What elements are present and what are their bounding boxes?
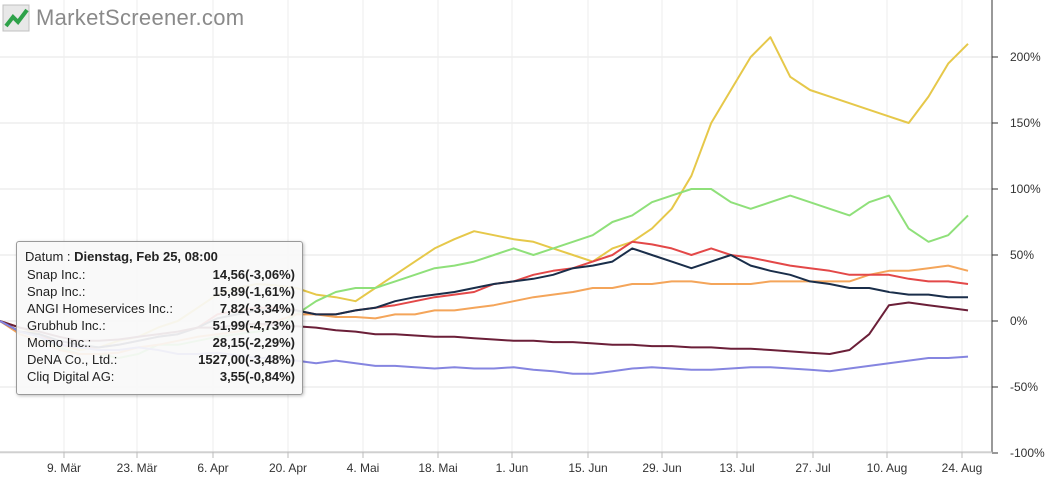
- chart-tooltip: Datum : Dienstag, Feb 25, 08:00 Snap Inc…: [16, 241, 303, 395]
- tooltip-row: Snap Inc.: 14,56(-3,06%): [27, 267, 295, 284]
- tooltip-row-name: DeNA Co., Ltd.:: [27, 352, 118, 367]
- y-tick-label: -50%: [1010, 380, 1038, 394]
- y-tick-label: 200%: [1010, 50, 1041, 64]
- tooltip-row: Momo Inc.: 28,15(-2,29%): [27, 335, 295, 352]
- x-tick-label: 23. Mär: [117, 461, 158, 475]
- tooltip-row-name: Snap Inc.:: [27, 267, 86, 282]
- y-tick-label: -100%: [1010, 446, 1045, 460]
- tooltip-row-name: Cliq Digital AG:: [27, 369, 115, 384]
- tooltip-row-value: 1527,00(-3,48%): [198, 352, 295, 367]
- x-tick-label: 10. Aug: [867, 461, 908, 475]
- x-tick-label: 6. Apr: [197, 461, 228, 475]
- y-tick-label: 100%: [1010, 182, 1041, 196]
- x-tick-label: 20. Apr: [269, 461, 307, 475]
- y-tick-label: 150%: [1010, 116, 1041, 130]
- x-tick-label: 1. Jun: [496, 461, 529, 475]
- y-tick-label: 50%: [1010, 248, 1034, 262]
- logo[interactable]: MarketScreener.com: [2, 4, 244, 32]
- x-tick-label: 15. Jun: [568, 461, 607, 475]
- x-tick-label: 9. Mär: [47, 461, 81, 475]
- x-tick-label: 4. Mai: [347, 461, 380, 475]
- x-tick-label: 13. Jul: [719, 461, 754, 475]
- x-tick-label: 29. Jun: [642, 461, 681, 475]
- tooltip-row-name: Momo Inc.:: [27, 335, 92, 350]
- tooltip-date-line: Datum : Dienstag, Feb 25, 08:00: [25, 249, 218, 264]
- marketscreener-logo-icon: [2, 4, 30, 32]
- x-tick-label: 24. Aug: [942, 461, 983, 475]
- tooltip-date: Dienstag, Feb 25, 08:00: [74, 249, 218, 264]
- tooltip-row: ANGI Homeservices Inc.: 7,82(-3,34%): [27, 301, 295, 318]
- x-axis-ticks: 9. Mär 23. Mär 6. Apr 20. Apr 4. Mai 18. Mai 1…: [47, 452, 982, 475]
- logo-text: MarketScreener.com: [36, 5, 245, 30]
- tooltip-row-value: 15,89(-1,61%): [212, 284, 295, 299]
- x-tick-label: 18. Mai: [418, 461, 457, 475]
- y-axis-ticks: 200% 150% 100% 50% 0% -50% -100%: [992, 50, 1045, 460]
- tooltip-row-value: 3,55(-0,84%): [219, 369, 295, 384]
- tooltip-row-name: Snap Inc.:: [27, 284, 86, 299]
- tooltip-row: Snap Inc.: 15,89(-1,61%): [27, 284, 295, 301]
- y-tick-label: 0%: [1010, 314, 1028, 328]
- tooltip-row-name: ANGI Homeservices Inc.:: [27, 301, 173, 316]
- tooltip-row: Cliq Digital AG: 3,55(-0,84%): [27, 369, 295, 386]
- tooltip-row: DeNA Co., Ltd.: 1527,00(-3,48%): [27, 352, 295, 369]
- tooltip-row-value: 7,82(-3,34%): [219, 301, 295, 316]
- tooltip-row: Grubhub Inc.: 51,99(-4,73%): [27, 318, 295, 335]
- x-tick-label: 27. Jul: [795, 461, 830, 475]
- tooltip-row-value: 28,15(-2,29%): [212, 335, 295, 350]
- tooltip-date-label: Datum :: [25, 249, 75, 264]
- tooltip-row-value: 14,56(-3,06%): [212, 267, 295, 282]
- tooltip-row-value: 51,99(-4,73%): [212, 318, 295, 333]
- tooltip-row-name: Grubhub Inc.:: [27, 318, 106, 333]
